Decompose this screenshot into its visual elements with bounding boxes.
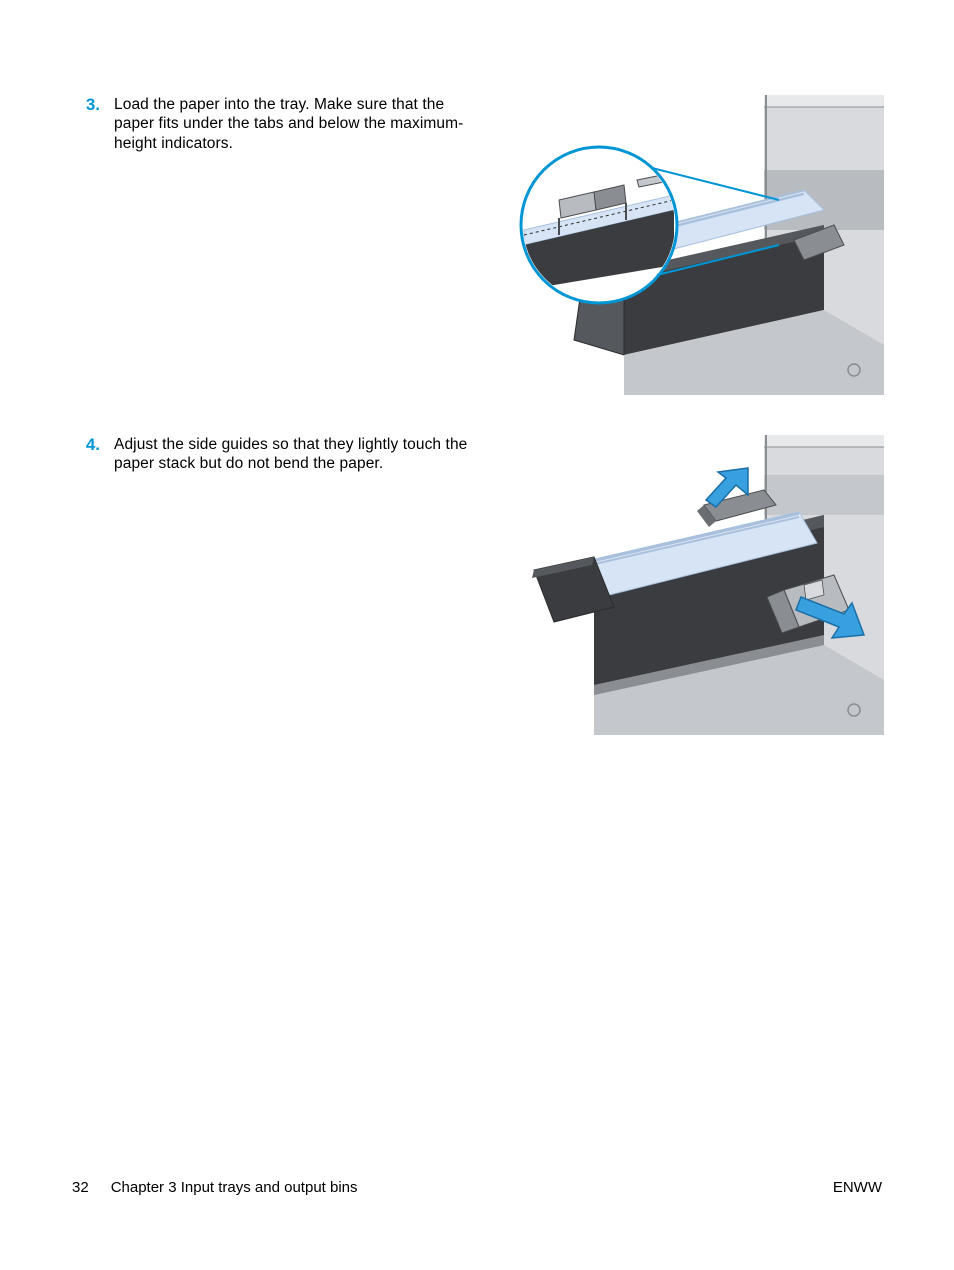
step-text: Adjust the side guides so that they ligh… [114, 435, 474, 474]
step-body: Load the paper into the tray. Make sure … [114, 95, 884, 395]
step-body: Adjust the side guides so that they ligh… [114, 435, 884, 735]
step-figure [504, 95, 884, 395]
footer-left: 32 Chapter 3 Input trays and output bins [72, 1179, 358, 1196]
step-figure [504, 435, 884, 735]
step-number: 4. [72, 435, 100, 455]
step-number: 3. [72, 95, 100, 115]
step-text: Load the paper into the tray. Make sure … [114, 95, 474, 153]
figure-load-paper [504, 95, 884, 395]
chapter-title: Chapter 3 Input trays and output bins [111, 1179, 358, 1196]
page-number: 32 [72, 1179, 89, 1196]
step-4: 4. Adjust the side guides so that they l… [72, 435, 882, 735]
page-footer: 32 Chapter 3 Input trays and output bins… [72, 1179, 882, 1196]
manual-page: 3. Load the paper into the tray. Make su… [0, 0, 954, 1270]
figure-adjust-guides [504, 435, 884, 735]
language-code: ENWW [833, 1179, 882, 1196]
step-3: 3. Load the paper into the tray. Make su… [72, 95, 882, 395]
